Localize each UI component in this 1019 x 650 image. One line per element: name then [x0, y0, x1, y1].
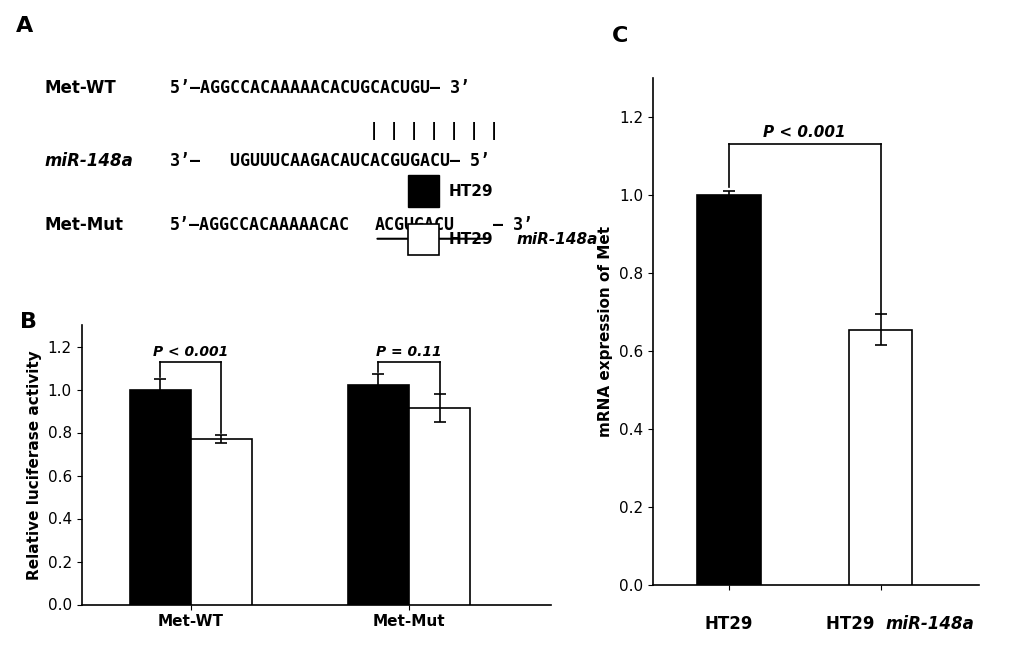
Bar [696, 195, 760, 585]
Text: HT29: HT29 [448, 232, 493, 247]
Text: HT29: HT29 [448, 184, 493, 199]
Bar [408, 224, 438, 255]
Text: C: C [611, 26, 628, 46]
Text: P < 0.001: P < 0.001 [762, 125, 845, 140]
Text: ACGUGACU: ACGUGACU [374, 216, 454, 234]
Text: 5’–AGGCCACAAAAACACUGCACUGU– 3’: 5’–AGGCCACAAAAACACUGCACUGU– 3’ [170, 79, 470, 97]
Text: 3’–   UGUUUCAAGACAUCACGUGACU– 5’: 3’– UGUUUCAAGACAUCACGUGACU– 5’ [170, 152, 490, 170]
Bar [191, 439, 252, 604]
Text: 5’–AGGCCACAAAAACAC: 5’–AGGCCACAAAAACAC [170, 216, 350, 234]
Bar [409, 408, 470, 604]
Text: HT29: HT29 [704, 616, 752, 633]
Text: miR-148a: miR-148a [516, 232, 597, 247]
Text: Met-WT: Met-WT [45, 79, 116, 97]
Text: B: B [20, 312, 38, 332]
Text: P = 0.11: P = 0.11 [376, 345, 441, 359]
Y-axis label: mRNA expression of Met: mRNA expression of Met [598, 226, 612, 437]
Bar [129, 389, 191, 604]
Text: – 3’: – 3’ [492, 216, 532, 234]
Text: miR-148a: miR-148a [45, 152, 133, 170]
Text: Met-Mut: Met-Mut [45, 216, 123, 234]
Text: P < 0.001: P < 0.001 [153, 345, 228, 359]
Bar [408, 176, 438, 207]
Bar [347, 385, 409, 604]
Bar [848, 330, 912, 585]
Text: A: A [16, 16, 34, 36]
Y-axis label: Relative luciferase activity: Relative luciferase activity [28, 350, 42, 580]
Text: | | | | | | |: | | | | | | | [369, 122, 498, 140]
Text: HT29: HT29 [825, 616, 879, 633]
Text: miR-148a: miR-148a [884, 616, 973, 633]
